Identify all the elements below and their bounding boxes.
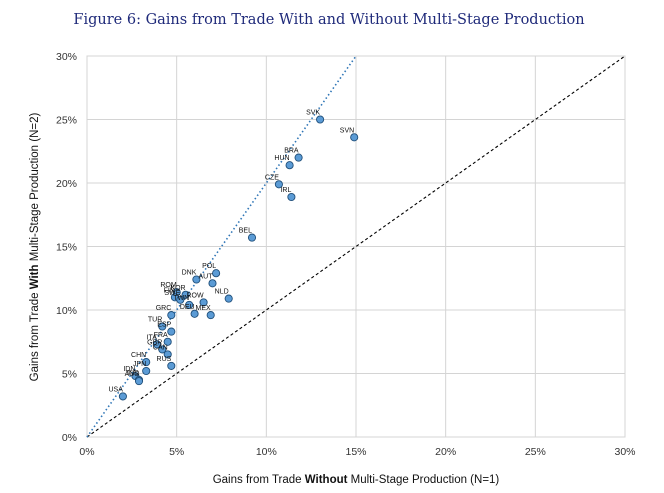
point-bel [247, 233, 257, 242]
point-label-chn: CHN [131, 352, 146, 359]
point-label-deu: DEU [180, 304, 195, 311]
y-axis-label: Gains from Trade With Multi-Stage Produc… [29, 113, 41, 382]
point-label-idn: IDN [123, 366, 135, 373]
y-tick-label: 5% [62, 369, 77, 381]
x-tick-label: 0% [79, 446, 94, 458]
x-axis-label-bold: Without [305, 474, 348, 486]
point-label-kor: KOR [170, 285, 185, 292]
y-axis-label-bold: With [29, 264, 41, 289]
point-can [163, 350, 172, 359]
y-tick-label: 10% [56, 305, 77, 317]
x-tick-label: 20% [435, 446, 456, 458]
point-label-ita: ITA [147, 334, 158, 341]
point-usa [118, 392, 127, 401]
axis-ticks: 0% 5% 10% 15% 20% 25% 30% 0% 5% 10% 15% 20% 25% 30% [56, 51, 636, 458]
point-mex [206, 311, 215, 320]
point-label-twn: TWN [173, 295, 189, 302]
point-svn [350, 133, 359, 142]
y-tick-label: 30% [56, 51, 77, 63]
y-tick-label: 20% [56, 178, 77, 190]
point-aus [134, 377, 144, 386]
point-label-svn: SVN [340, 127, 354, 134]
point-cze [274, 180, 283, 189]
point-pol [212, 269, 221, 278]
point-label-jpn: JPN [133, 361, 146, 368]
point-label-bra: BRA [284, 148, 299, 155]
point-deu [190, 309, 199, 318]
point-esp [167, 327, 176, 336]
point-label-rom: ROM [160, 282, 177, 289]
data-points [118, 115, 359, 401]
y-tick-label: 15% [56, 242, 77, 254]
point-fra [163, 337, 172, 346]
point-label-bel: BEL [239, 228, 252, 235]
point-label-dnk: DNK [182, 270, 197, 277]
point-label-pol: POL [202, 263, 216, 270]
x-axis-label: Gains from Trade Without Multi-Stage Pro… [213, 474, 500, 486]
point-label-esp: ESP [157, 322, 171, 329]
point-label-hun: HUN [274, 155, 289, 162]
point-ita [152, 340, 161, 349]
y-tick-label: 25% [56, 115, 77, 127]
point-hun [285, 161, 294, 170]
point-label-aus: AUS [125, 371, 140, 378]
point-grc [167, 311, 176, 320]
point-dnk [192, 275, 201, 284]
point-label-tur: TUR [148, 317, 162, 324]
point-label-row: ROW [186, 292, 204, 299]
y-tick-label: 0% [62, 432, 77, 444]
x-axis-label-suffix: Multi-Stage Production (N=1) [347, 474, 499, 486]
point-label-fin: FIN [164, 287, 175, 294]
point-tur [158, 322, 167, 331]
point-nld [224, 294, 233, 303]
grid [86, 55, 626, 438]
point-bra [294, 153, 303, 162]
point-label-usa: USA [108, 386, 123, 393]
point-label-nld: NLD [215, 289, 229, 296]
point-svk [316, 115, 325, 124]
plot-area-frame [86, 55, 626, 438]
point-chn [142, 358, 151, 367]
x-tick-label: 25% [525, 446, 546, 458]
point-label-can: CAN [153, 344, 168, 351]
x-tick-label: 5% [169, 446, 184, 458]
point-jpn [142, 366, 151, 376]
point-label-rus: RUS [157, 356, 172, 363]
point-swe [176, 295, 185, 304]
point-row [199, 298, 208, 307]
chart-title: Figure 6: Gains from Trade With and With… [73, 12, 584, 28]
point-twn [185, 300, 194, 309]
x-tick-label: 10% [256, 446, 277, 458]
x-tick-label: 15% [345, 446, 366, 458]
x-axis-label-prefix: Gains from Trade [213, 474, 305, 486]
y-axis-label-prefix: Gains from Trade [29, 289, 41, 381]
point-aut [208, 279, 217, 288]
point-label-aut: AUT [199, 273, 214, 280]
point-rus [167, 361, 176, 370]
point-label-swe: SWE [164, 290, 180, 297]
point-label-cze: CZE [265, 174, 279, 181]
point-label-svk: SVK [306, 110, 320, 117]
y-axis-label-suffix: Multi-Stage Production (N=2) [29, 113, 41, 265]
point-label-gbr: GBR [147, 339, 162, 346]
x-tick-label: 30% [614, 446, 635, 458]
point-label-ind: IND [127, 370, 139, 377]
point-label-grc: GRC [156, 305, 172, 312]
point-kor [181, 290, 190, 299]
point-label-irl: IRL [280, 187, 291, 194]
point-label-mex: MEX [196, 305, 212, 312]
point-irl [287, 192, 296, 202]
point-gbr [158, 345, 167, 354]
point-label-fra: FRA [154, 332, 168, 339]
